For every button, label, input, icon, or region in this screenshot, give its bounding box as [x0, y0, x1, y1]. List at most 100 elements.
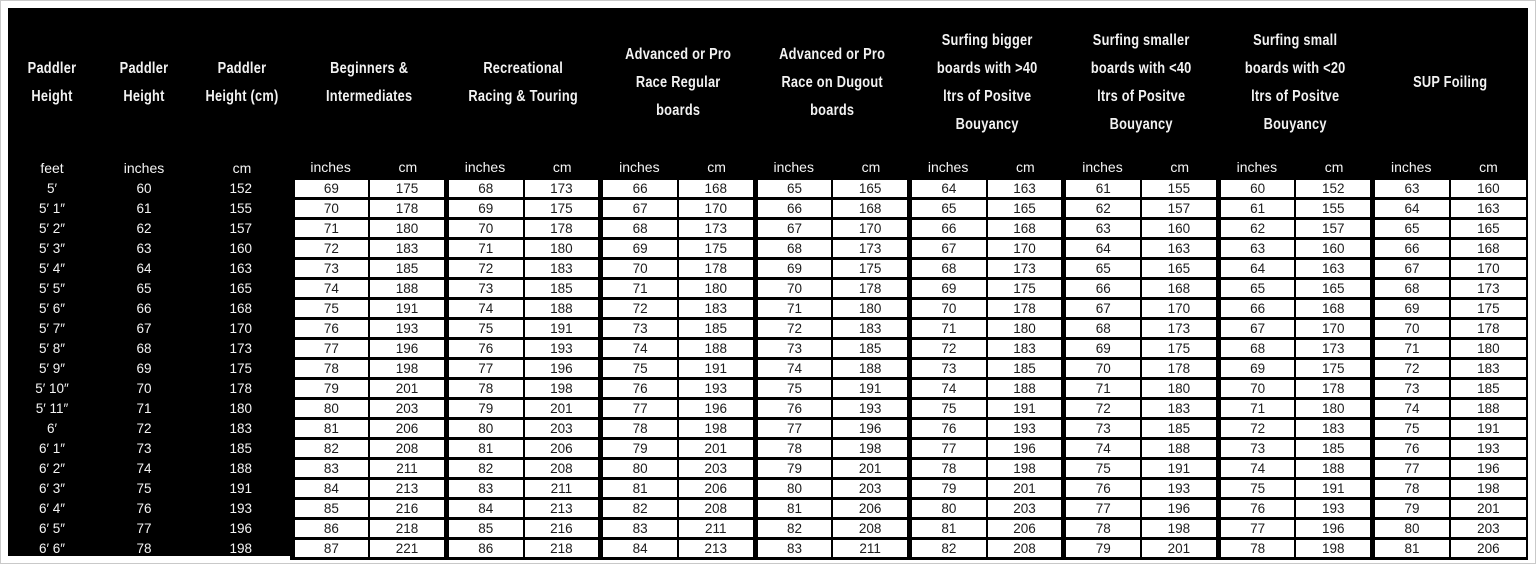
height-inches-cell: 63	[136, 240, 152, 256]
height-feet-cell: 5′ 7″	[38, 320, 66, 336]
size-cell: 178	[368, 196, 448, 220]
size-cell: 185	[522, 276, 602, 300]
size-cell: 74	[289, 276, 371, 300]
height-cm-cell: 152	[229, 180, 253, 196]
height-column-header-1: Paddler Height	[96, 8, 192, 158]
size-cell: 72	[1370, 356, 1451, 380]
size-cell: 83	[752, 536, 834, 560]
size-cell: 81	[443, 436, 525, 460]
size-cell: 211	[368, 456, 448, 480]
size-cell: 80	[752, 476, 834, 500]
size-cell: 78	[752, 436, 834, 460]
group-header-6: Surfing small boards with <20 ltrs of Po…	[1218, 8, 1372, 158]
size-cell: 216	[522, 516, 602, 540]
size-cell: 83	[598, 516, 679, 540]
size-cell: 81	[752, 496, 834, 520]
size-cell: 65	[752, 176, 834, 200]
size-cell: 72	[1061, 396, 1143, 420]
height-cm-cell: 188	[229, 460, 253, 476]
size-cell: 160	[1448, 176, 1529, 200]
sizing-table-background: Paddler Height Paddler Height Paddler Heig…	[8, 8, 1529, 560]
height-feet-cell: 5′ 1″	[38, 200, 66, 216]
size-cell: 191	[368, 296, 448, 320]
size-cell: 191	[676, 356, 757, 380]
size-cell: 196	[985, 436, 1065, 460]
size-cell: 183	[676, 296, 757, 320]
size-cell: 191	[1448, 416, 1529, 440]
size-cell: 165	[985, 196, 1065, 220]
table-row: 5′ 6″ 66 168 75 191 74 188 72 183 71 180 70 178 67 170…	[8, 296, 1529, 320]
size-cell: 183	[368, 236, 448, 260]
table-row: 5′ 7″ 67 170 76 193 75 191 73 185 72 183 71 180 68 173…	[8, 316, 1529, 340]
size-cell: 208	[368, 436, 448, 460]
size-cell: 196	[1294, 516, 1374, 540]
size-cell: 82	[906, 536, 988, 560]
size-cell: 175	[522, 196, 602, 220]
group-title: Advanced or Pro Race Regular boards	[624, 46, 731, 119]
size-cell: 175	[1294, 356, 1374, 380]
height-cm-cell: 170	[229, 320, 253, 336]
size-cell: 183	[1140, 396, 1220, 420]
size-cell: 185	[831, 336, 911, 360]
size-cell: 79	[598, 436, 679, 460]
size-cell: 73	[1370, 376, 1451, 400]
size-cell: 73	[1215, 436, 1297, 460]
size-cell: 66	[906, 216, 988, 240]
height-column-header-2: Paddler Height (cm)	[192, 8, 292, 158]
size-cell: 67	[1370, 256, 1451, 280]
size-cell: 165	[1140, 256, 1220, 280]
height-feet-cell: 6′ 5″	[38, 520, 66, 536]
size-cell: 80	[598, 456, 679, 480]
size-cell: 211	[676, 516, 757, 540]
size-cell: 84	[289, 476, 371, 500]
group-title: Advanced or Pro Race on Dugout boards	[779, 46, 886, 119]
size-cell: 170	[1448, 256, 1529, 280]
height-feet-cell: 6′ 4″	[38, 500, 66, 516]
height-feet-cell: 6′ 2″	[38, 460, 66, 476]
height-inches-cell: 69	[136, 360, 152, 376]
table-row: 5′ 1″ 61 155 70 178 69 175 67 170 66 168 65 165 62 157…	[8, 196, 1529, 220]
unit-header: inches	[1390, 159, 1432, 176]
size-cell: 180	[985, 316, 1065, 340]
size-cell: 183	[831, 316, 911, 340]
size-cell: 69	[906, 276, 988, 300]
size-cell: 170	[1140, 296, 1220, 320]
size-cell: 83	[443, 476, 525, 500]
size-cell: 79	[752, 456, 834, 480]
size-cell: 68	[1061, 316, 1143, 340]
size-cell: 65	[1370, 216, 1451, 240]
height-inches-cell: 73	[136, 440, 152, 456]
height-inches-cell: 60	[136, 180, 152, 196]
size-cell: 65	[1061, 256, 1143, 280]
size-cell: 72	[906, 336, 988, 360]
height-cm-cell: 157	[229, 220, 253, 236]
size-cell: 201	[1140, 536, 1220, 560]
size-cell: 77	[1061, 496, 1143, 520]
size-cell: 69	[443, 196, 525, 220]
size-cell: 211	[522, 476, 602, 500]
height-feet-cell: 5′	[46, 180, 58, 196]
height-feet-cell: 5′ 5″	[38, 280, 66, 296]
size-cell: 71	[289, 216, 371, 240]
size-cell: 168	[1140, 276, 1220, 300]
size-cell: 77	[289, 336, 371, 360]
size-cell: 80	[289, 396, 371, 420]
size-cell: 173	[522, 176, 602, 200]
size-cell: 173	[985, 256, 1065, 280]
size-cell: 71	[1370, 336, 1451, 360]
size-cell: 188	[1140, 436, 1220, 460]
table-row: 6′ 2″ 74 188 83 211 82 208 80 203 79 201 78 198 75 191…	[8, 456, 1529, 480]
size-cell: 74	[443, 296, 525, 320]
size-cell: 168	[676, 176, 757, 200]
height-column-title: Paddler Height (cm)	[205, 60, 279, 105]
size-cell: 70	[1215, 376, 1297, 400]
size-cell: 216	[368, 496, 448, 520]
unit-header: inches	[1236, 159, 1278, 176]
size-cell: 170	[1294, 316, 1374, 340]
height-cm-cell: 191	[229, 480, 253, 496]
size-cell: 170	[985, 236, 1065, 260]
size-cell: 196	[368, 336, 448, 360]
size-cell: 75	[752, 376, 834, 400]
size-cell: 168	[831, 196, 911, 220]
size-cell: 66	[752, 196, 834, 220]
